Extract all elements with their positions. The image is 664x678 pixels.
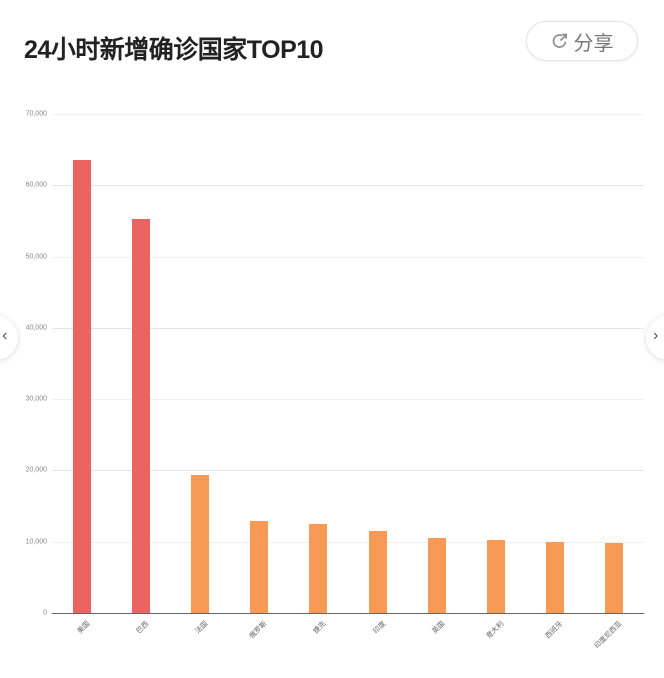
share-icon [552,33,567,48]
bar-印度尼西亚[interactable] [605,543,624,613]
share-button[interactable]: 分享 [526,21,638,61]
next-button[interactable]: › [646,316,664,360]
bar-英国[interactable] [427,538,446,613]
page-title: 24小时新增确诊国家TOP10 [24,36,324,64]
x-tick-label: 法国 [194,620,210,636]
x-tick-label: 英国 [431,620,447,636]
y-tick-label: 20,000 [25,466,47,474]
bar-意大利[interactable] [487,540,505,613]
bar-巴西[interactable] [131,218,150,613]
x-tick-label: 西班牙 [544,620,565,641]
bar-印度[interactable] [368,531,387,613]
y-tick-label: 50,000 [25,253,47,261]
x-tick-label: 美国 [76,620,91,636]
x-tick-label: 印度尼西亚 [594,620,624,651]
gridline [52,328,644,329]
share-label: 分享 [573,32,614,55]
x-tick-label: 印度 [372,620,387,636]
bar-西班牙[interactable] [546,542,565,613]
x-tick-label: 捷克 [312,620,328,636]
gridline [52,470,644,471]
y-tick-label: 70,000 [25,110,47,118]
prev-button[interactable]: ‹ [0,316,18,360]
y-tick-label: 30,000 [25,395,47,403]
y-tick-label: 60,000 [25,181,47,189]
bar-法国[interactable] [191,475,209,613]
y-tick-label: 10,000 [25,538,47,546]
x-tick-label: 俄罗斯 [248,620,269,641]
chevron-left-icon: ‹ [2,327,8,344]
gridline [52,399,644,400]
x-tick-label: 意大利 [485,620,506,641]
chevron-right-icon: › [653,327,659,344]
bar-俄罗斯[interactable] [250,521,269,613]
y-tick-label: 40,000 [25,324,47,332]
gridline [52,542,644,543]
bar-美国[interactable] [72,160,91,613]
x-tick-label: 巴西 [135,620,151,636]
y-tick-label: 0 [43,609,47,617]
gridline [52,185,644,186]
gridline [52,114,644,115]
gridline [52,257,644,258]
x-axis [52,613,644,614]
bar-捷克[interactable] [309,523,328,613]
